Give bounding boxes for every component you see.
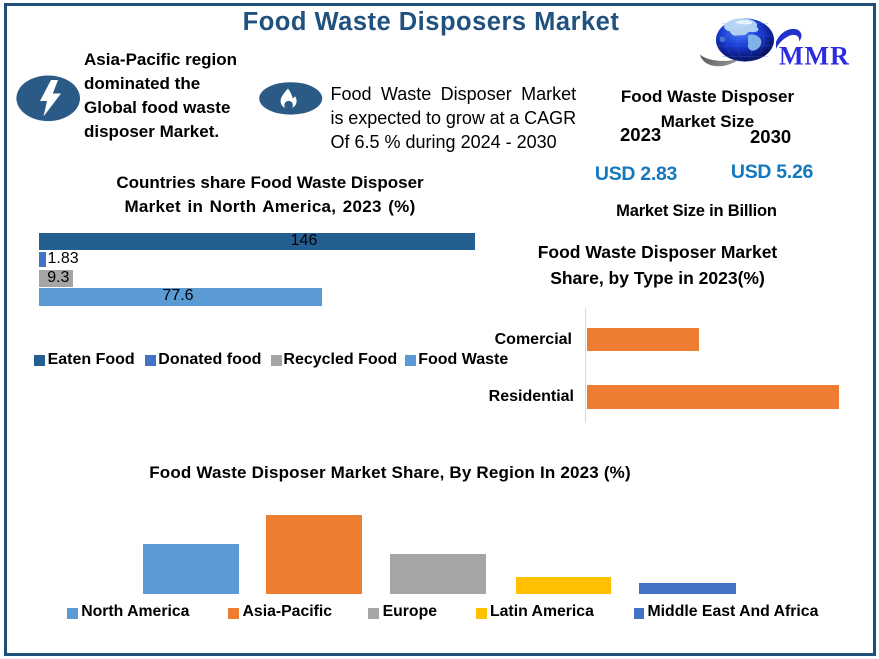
svg-text:MMR: MMR [779, 42, 850, 71]
